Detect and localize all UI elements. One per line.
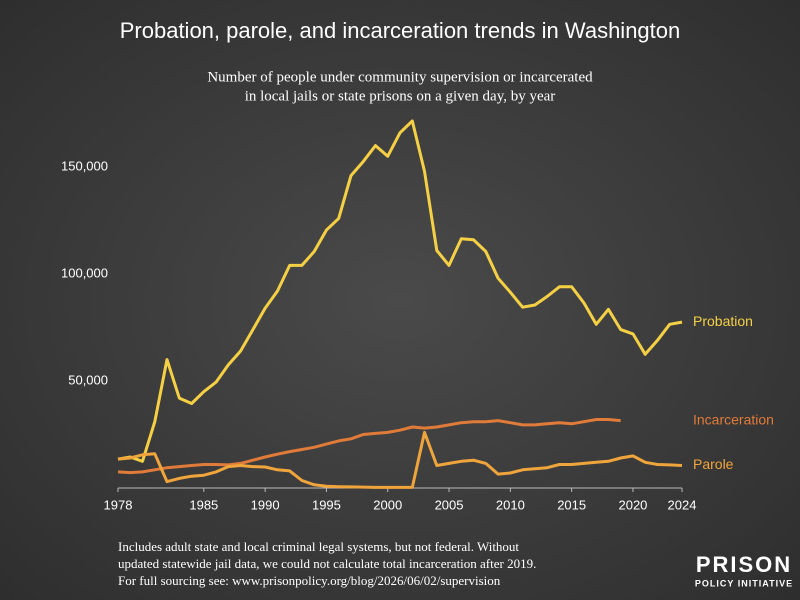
x-tick-label: 2005 [435,497,464,512]
subtitle: Number of people under community supervi… [207,69,593,85]
x-tick-label: 2015 [557,497,586,512]
y-tick-label: 50,000 [68,372,108,387]
x-tick-label: 1985 [189,497,218,512]
line [117,119,683,463]
subtitle: in local jails or state prisons on a giv… [245,88,556,104]
x-tick-label: 2010 [496,497,525,512]
footnote: For full sourcing see: www.prisonpolicy.… [118,573,501,588]
x-tick-label: 2024 [668,497,697,512]
chart-title: Probation, parole, and incarceration tre… [120,18,681,43]
line [117,418,621,475]
x-tick-label: 1990 [251,497,280,512]
legend-label: Incarceration [693,411,774,427]
y-tick-label: 100,000 [61,265,108,280]
y-tick-label: 150,000 [61,158,108,173]
line [117,430,683,489]
legend-label: Probation [693,313,753,329]
x-tick-label: 1995 [312,497,341,512]
logo: POLICY INITIATIVE [695,578,793,588]
x-tick-label: 2020 [618,497,647,512]
x-tick-label: 2000 [373,497,402,512]
footnote: updated statewide jail data, we could no… [118,556,536,571]
legend-label: Parole [693,456,734,472]
footnote: Includes adult state and local criminal … [118,539,519,554]
x-tick-label: 1978 [104,497,133,512]
logo: PRISON [696,552,792,577]
